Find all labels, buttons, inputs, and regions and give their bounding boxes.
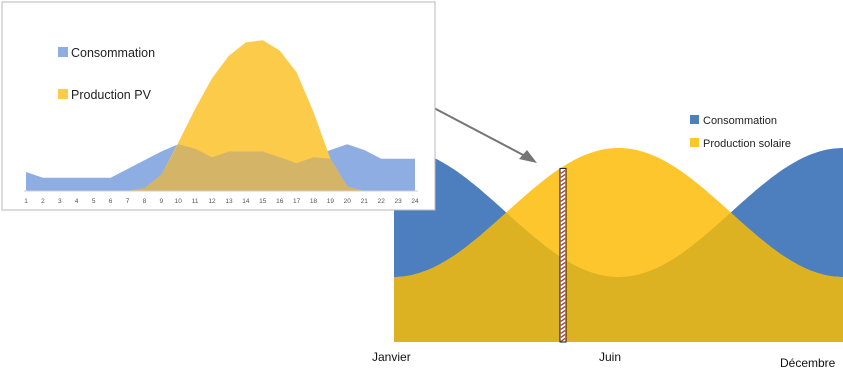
large-chart: Consommation Production solaire Janvier … xyxy=(372,115,843,369)
marker-hatch xyxy=(560,177,566,182)
marker-hatch xyxy=(560,169,566,174)
marker-hatch xyxy=(560,289,566,294)
marker-hatch xyxy=(560,185,566,190)
marker-hatch xyxy=(560,173,566,178)
marker-hatch xyxy=(560,301,566,306)
marker-hatch xyxy=(560,333,566,338)
x-tick-17: 17 xyxy=(293,198,301,205)
x-tick-15: 15 xyxy=(259,198,267,205)
legend-swatch-consommation-large xyxy=(690,115,699,124)
marker-hatch xyxy=(560,257,566,262)
marker-hatch xyxy=(560,201,566,206)
marker-hatch xyxy=(560,245,566,250)
marker-hatch xyxy=(560,233,566,238)
x-tick-8: 8 xyxy=(143,198,147,205)
marker-hatch xyxy=(560,189,566,194)
x-tick-23: 23 xyxy=(394,198,402,205)
x-tick-2: 2 xyxy=(41,198,45,205)
marker-hatch xyxy=(560,277,566,282)
x-label-juin: Juin xyxy=(599,350,621,364)
marker-hatch xyxy=(560,221,566,226)
marker-hatch xyxy=(560,217,566,222)
marker-hatch xyxy=(560,309,566,314)
series-area-production-pv xyxy=(26,40,415,192)
marker-hatch xyxy=(560,269,566,274)
marker-hatch xyxy=(560,293,566,298)
x-tick-11: 11 xyxy=(192,198,199,205)
x-tick-19: 19 xyxy=(327,198,335,205)
series-overlap-area-large xyxy=(394,212,843,342)
marker-hatch xyxy=(560,181,566,186)
marker-hatch xyxy=(560,329,566,334)
marker-hatch xyxy=(560,261,566,266)
marker-hatch xyxy=(560,281,566,286)
legend-swatch-production-pv xyxy=(58,89,68,99)
small-x-axis-ticks: 1 2 3 4 5 6 7 8 9 10 11 12 13 14 15 16 17 18 19 20 21 22 23 24 xyxy=(24,198,419,205)
legend-swatch-production-solaire xyxy=(690,138,699,147)
legend-label-production-solaire: Production solaire xyxy=(703,138,791,150)
marker-hatch xyxy=(560,193,566,198)
legend-swatch-consommation-small xyxy=(58,47,68,57)
x-tick-10: 10 xyxy=(175,198,183,205)
marker-hatch xyxy=(560,317,566,322)
marker-hatch xyxy=(560,205,566,210)
legend-label-consommation-large: Consommation xyxy=(703,115,777,127)
x-tick-24: 24 xyxy=(411,198,419,205)
x-tick-22: 22 xyxy=(378,198,386,205)
marker-hatch xyxy=(560,213,566,218)
marker-hatch xyxy=(560,237,566,242)
marker-hatch xyxy=(560,313,566,318)
small-chart: 1 2 3 4 5 6 7 8 9 10 11 12 13 14 15 16 17 18 19 20 21 22 23 24 … xyxy=(1,1,436,211)
x-tick-16: 16 xyxy=(276,198,284,205)
large-x-axis: Janvier Juin Décembre xyxy=(372,350,836,369)
marker-hatch xyxy=(560,197,566,202)
marker-hatch xyxy=(560,249,566,254)
x-label-decembre: Décembre xyxy=(780,356,836,369)
legend-label-production-pv: Production PV xyxy=(71,88,152,102)
legend-label-consommation-small: Consommation xyxy=(71,46,155,60)
series-overlap-area-small xyxy=(26,144,415,191)
x-tick-1: 1 xyxy=(24,198,28,205)
marker-hatch xyxy=(560,297,566,302)
x-tick-12: 12 xyxy=(208,198,216,205)
x-tick-13: 13 xyxy=(225,198,233,205)
vertical-marker xyxy=(559,167,567,343)
x-label-janvier: Janvier xyxy=(372,350,411,364)
marker-hatch xyxy=(560,337,566,342)
large-legend: Consommation Production solaire xyxy=(690,115,791,150)
marker-hatch xyxy=(560,265,566,270)
marker-hatch xyxy=(560,241,566,246)
marker-hatch xyxy=(560,321,566,326)
marker-hatch xyxy=(560,253,566,258)
x-tick-14: 14 xyxy=(242,198,250,205)
marker-hatch xyxy=(560,325,566,330)
marker-hatch xyxy=(560,229,566,234)
x-tick-5: 5 xyxy=(92,198,96,205)
x-tick-4: 4 xyxy=(75,198,79,205)
x-tick-21: 21 xyxy=(361,198,369,205)
marker-hatch xyxy=(560,273,566,278)
marker-hatch xyxy=(560,285,566,290)
x-tick-6: 6 xyxy=(109,198,113,205)
x-tick-9: 9 xyxy=(159,198,163,205)
small-legend: Consommation Production PV xyxy=(58,46,155,102)
marker-hatch xyxy=(560,209,566,214)
x-tick-3: 3 xyxy=(58,198,62,205)
x-tick-7: 7 xyxy=(126,198,130,205)
marker-hatch xyxy=(560,225,566,230)
x-tick-18: 18 xyxy=(310,198,318,205)
connector-arrow xyxy=(431,106,537,163)
marker-hatch xyxy=(560,305,566,310)
x-tick-20: 20 xyxy=(344,198,352,205)
